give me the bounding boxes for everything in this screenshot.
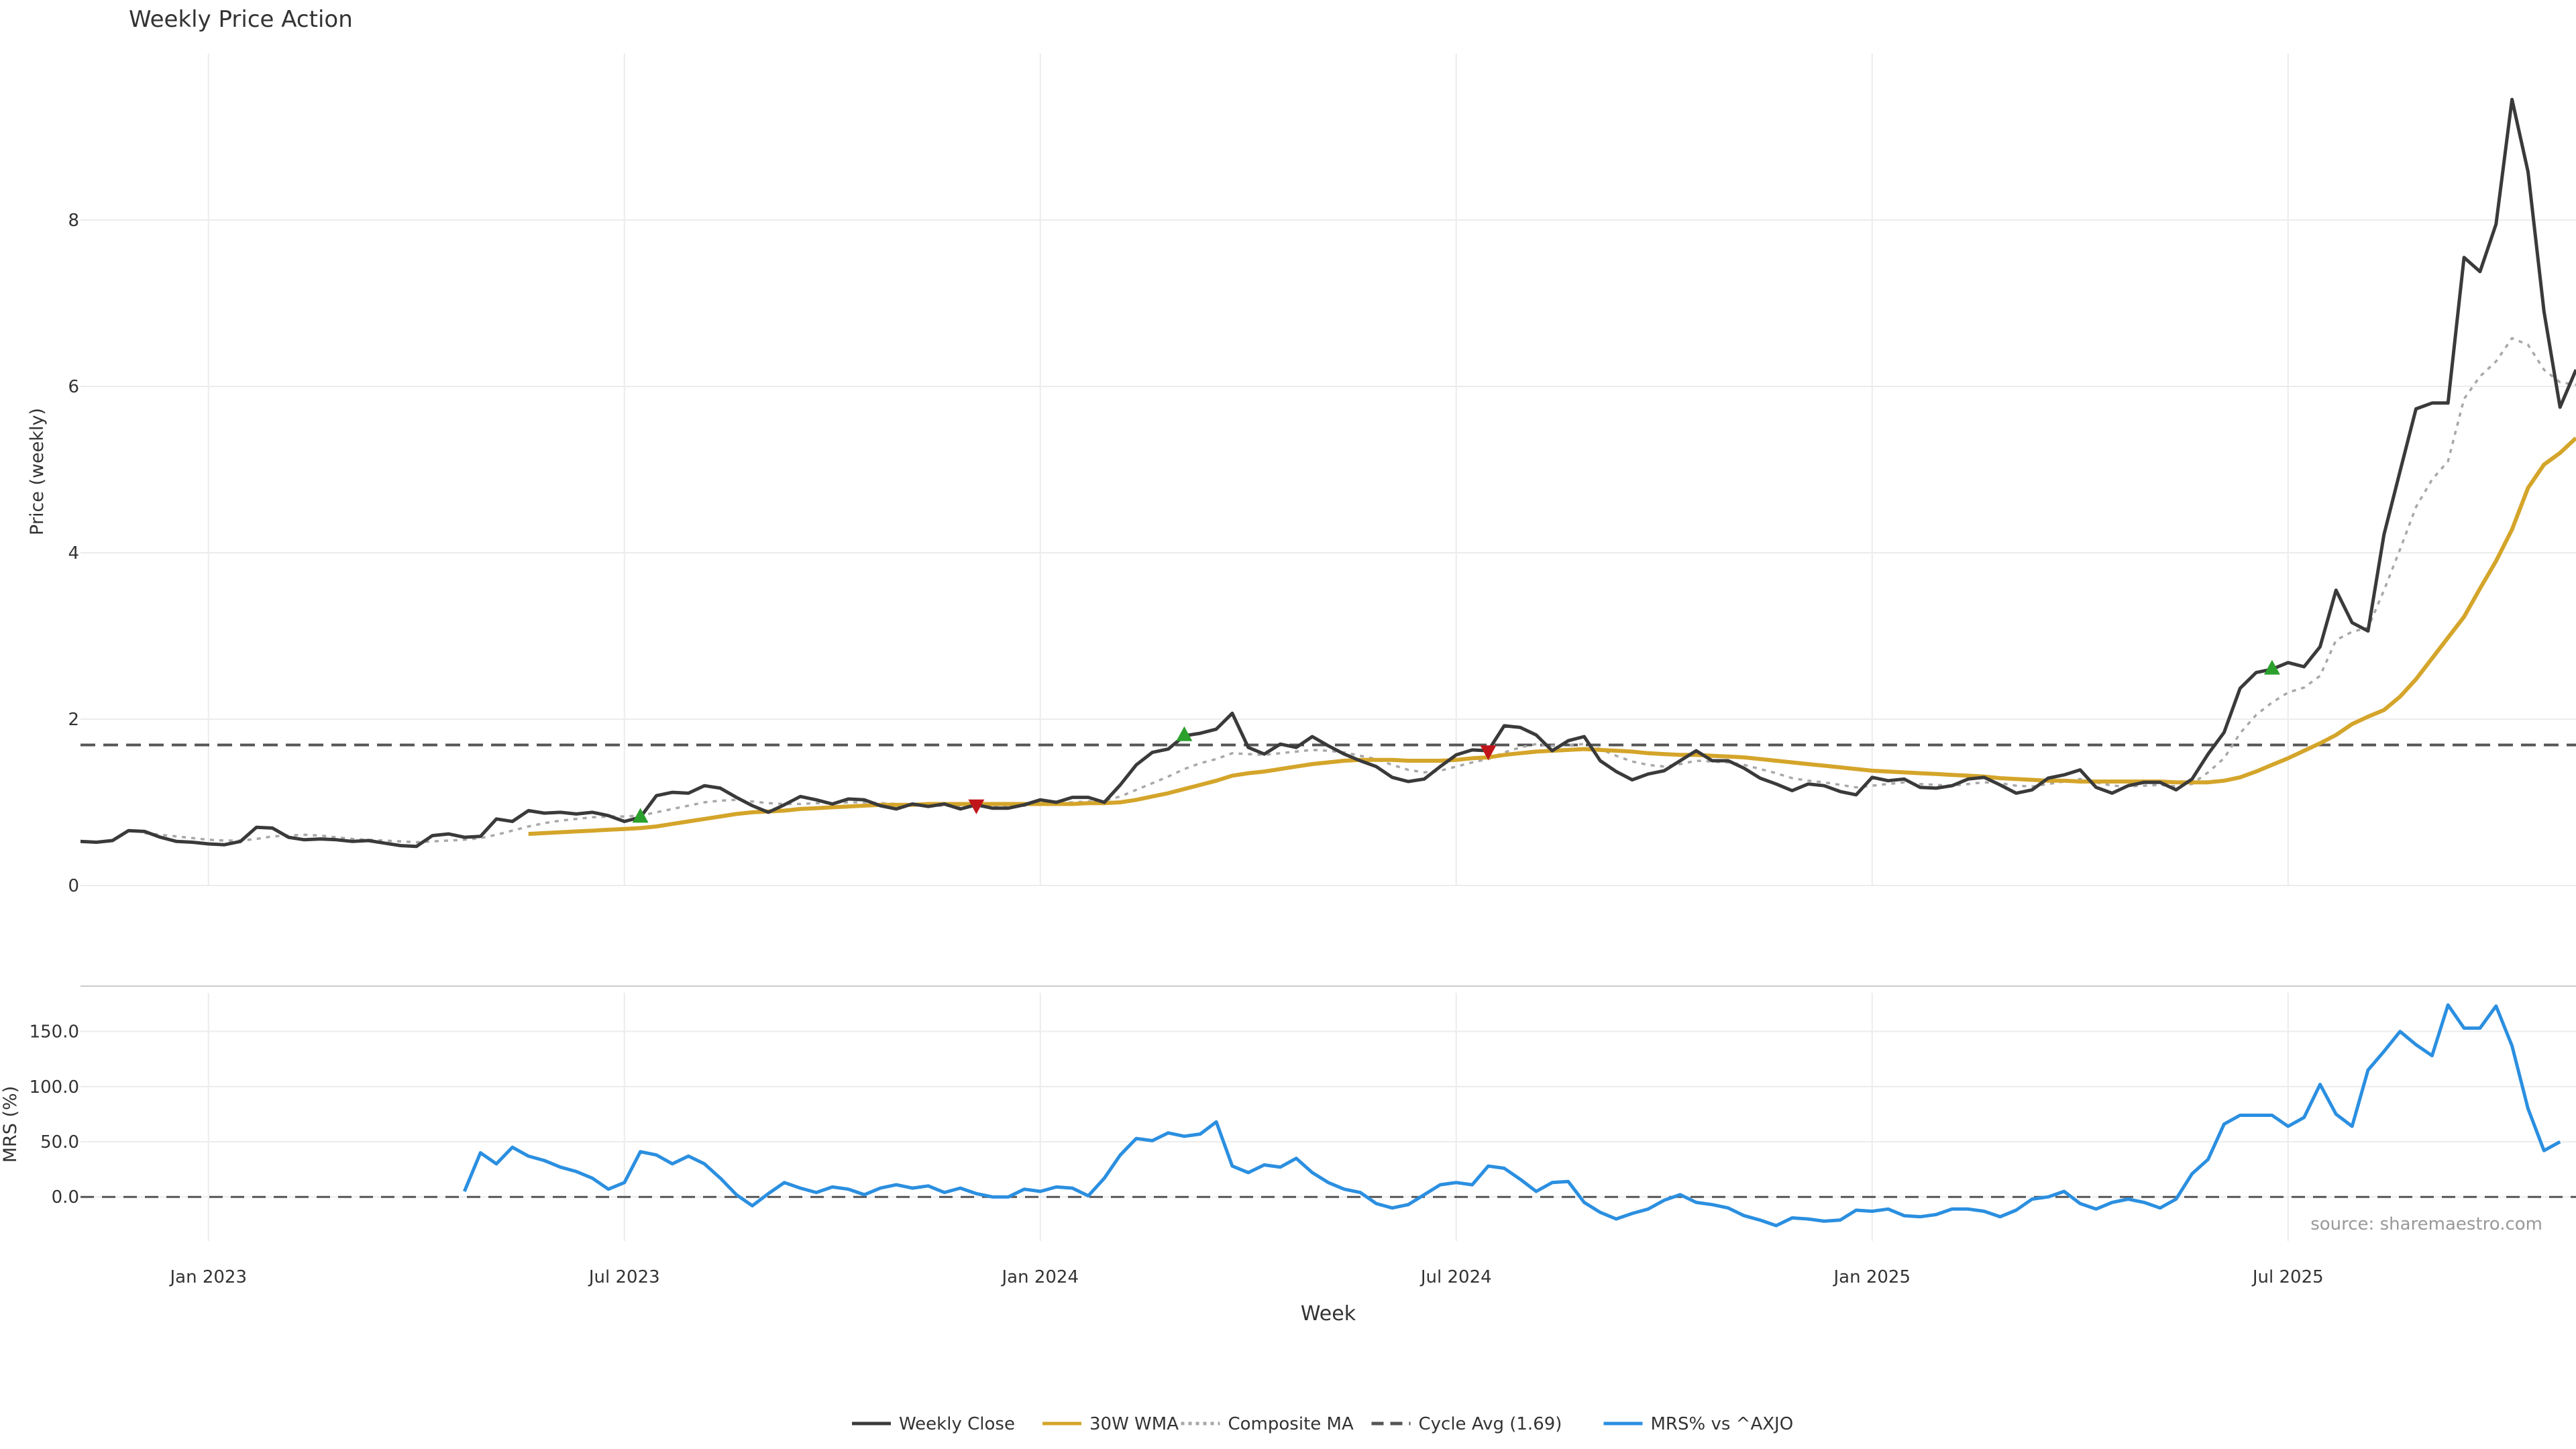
buy-signal-marker: [1176, 726, 1193, 741]
price-y-tick-label: 0: [68, 876, 79, 896]
mrs-axis-label: MRS (%): [0, 1086, 21, 1163]
mrs-line: [462, 1003, 2561, 1228]
mrs-y-tick-label: 0.0: [52, 1187, 79, 1208]
mrs-panel: 0.0 50.0 100.0 150.0: [30, 1003, 2576, 1228]
legend-label: Composite MA: [1228, 1414, 1354, 1434]
buy-signal-marker: [632, 808, 649, 823]
composite-ma-line: [144, 337, 2576, 844]
x-tick-label: Jan 2025: [1833, 1267, 1911, 1287]
x-tick-label: Jul 2024: [1419, 1267, 1492, 1287]
price-y-tick-label: 8: [68, 211, 79, 231]
price-y-tick-label: 2: [68, 710, 79, 730]
mrs-y-tick-label: 150.0: [30, 1022, 79, 1042]
x-tick-label: Jul 2023: [588, 1267, 660, 1287]
x-tick-label: Jan 2024: [1001, 1267, 1079, 1287]
legend-label: Weekly Close: [899, 1414, 1015, 1434]
legend-label: MRS% vs ^AXJO: [1651, 1414, 1794, 1434]
sell-signal-marker: [968, 799, 985, 814]
x-axis-label: Week: [1301, 1302, 1356, 1326]
price-axis-label: Price (weekly): [27, 408, 48, 535]
legend-label: Cycle Avg (1.69): [1419, 1414, 1562, 1434]
price-panel: 0 2 4 6 8: [68, 97, 2576, 896]
mrs-y-tick-label: 100.0: [30, 1077, 79, 1097]
mrs-y-tick-label: 50.0: [40, 1132, 79, 1152]
chart-title: Weekly Price Action: [129, 6, 353, 33]
buy-signal-marker: [2263, 659, 2280, 675]
legend: Weekly Close 30W WMA Composite MA Cycle Avg…: [852, 1414, 1793, 1434]
source-note: source: sharemaestro.com: [2310, 1214, 2542, 1234]
x-tick-label: Jul 2025: [2251, 1267, 2324, 1287]
x-tick-labels: Jan 2023 Jul 2023 Jan 2024 Jul 2024 Jan 2025…: [169, 1267, 2324, 1287]
sell-signal-marker: [1480, 745, 1497, 761]
price-y-tick-label: 4: [68, 543, 79, 564]
weekly-close-line: [80, 97, 2576, 849]
legend-label: 30W WMA: [1089, 1414, 1179, 1434]
x-tick-label: Jan 2023: [169, 1267, 248, 1287]
price-y-tick-label: 6: [68, 377, 79, 397]
